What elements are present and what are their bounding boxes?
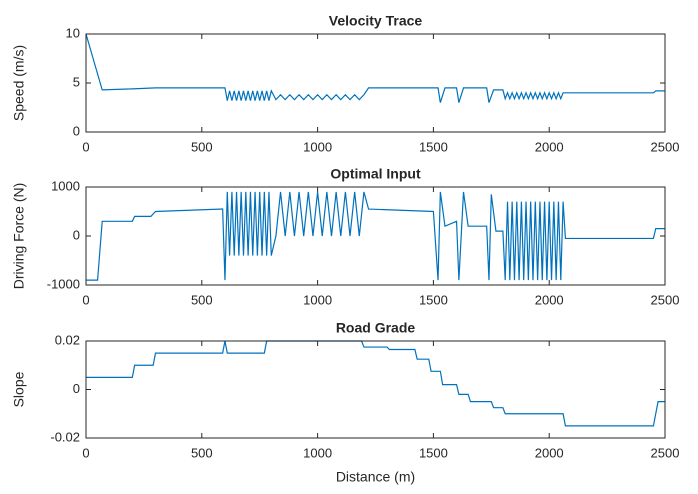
x-tick-label: 1000 bbox=[303, 292, 332, 307]
x-tick-label: 2500 bbox=[651, 292, 680, 307]
x-tick-label: 2000 bbox=[535, 139, 564, 154]
y-axis-label: Speed (m/s) bbox=[11, 45, 27, 121]
axes-box bbox=[85, 186, 666, 286]
x-tick-label: 500 bbox=[191, 292, 213, 307]
x-tick-label: 1000 bbox=[303, 139, 332, 154]
x-tick-label: 1000 bbox=[303, 445, 332, 460]
y-tick-label: -0.02 bbox=[50, 429, 80, 444]
y-axis-label: Driving Force (N) bbox=[11, 183, 27, 290]
x-tick-label: 1500 bbox=[419, 445, 448, 460]
y-tick-label: 1000 bbox=[51, 178, 80, 193]
y-tick-label: 0 bbox=[73, 227, 80, 242]
axes-box bbox=[85, 33, 666, 133]
y-tick-label: 0 bbox=[73, 381, 80, 396]
plot-area bbox=[86, 187, 665, 285]
chart-title: Velocity Trace bbox=[329, 13, 423, 29]
x-tick-label: 0 bbox=[82, 139, 89, 154]
data-line bbox=[86, 340, 665, 427]
y-tick-label: 0 bbox=[73, 123, 80, 138]
x-tick-label: 2000 bbox=[535, 292, 564, 307]
x-tick-label: 0 bbox=[82, 445, 89, 460]
x-tick-label: 500 bbox=[191, 445, 213, 460]
data-line bbox=[85, 33, 665, 103]
y-tick-label: 0.02 bbox=[55, 332, 80, 347]
x-tick-label: 1500 bbox=[419, 139, 448, 154]
y-tick-label: 5 bbox=[73, 74, 80, 89]
data-line bbox=[86, 191, 665, 281]
x-tick-label: 2500 bbox=[651, 445, 680, 460]
axes-box bbox=[85, 340, 666, 439]
x-tick-label: 2500 bbox=[651, 139, 680, 154]
x-axis-label: Distance (m) bbox=[336, 469, 415, 485]
plot-area bbox=[86, 34, 665, 132]
x-tick-label: 500 bbox=[191, 139, 213, 154]
x-tick-label: 2000 bbox=[535, 445, 564, 460]
chart-title: Road Grade bbox=[336, 320, 416, 336]
plot-area bbox=[86, 341, 665, 438]
x-tick-label: 0 bbox=[82, 292, 89, 307]
chart-title: Optimal Input bbox=[330, 166, 421, 182]
y-tick-label: -1000 bbox=[47, 276, 80, 291]
y-axis-label: Slope bbox=[11, 371, 27, 407]
y-tick-label: 10 bbox=[66, 25, 80, 40]
x-tick-label: 1500 bbox=[419, 292, 448, 307]
